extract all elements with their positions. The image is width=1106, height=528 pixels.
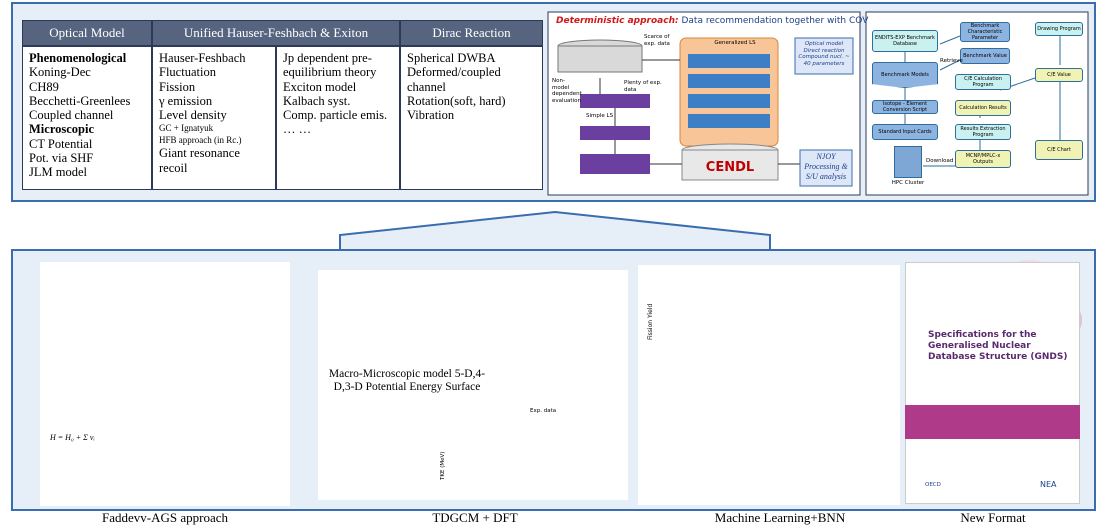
title-rest: Data recommendation together with COV (681, 16, 868, 26)
table-line: CH89 (29, 80, 145, 94)
faddeev-panel (40, 262, 290, 506)
ml-panel (638, 265, 900, 505)
node: C/E Value (1035, 68, 1083, 82)
axis-label: TKE (MeV) (440, 440, 454, 480)
node: Drawing Program (1035, 22, 1083, 36)
column-header: Unified Hauser-Feshbach & Exiton (152, 20, 400, 46)
table-line: Phenomenological (29, 51, 145, 65)
node-label: HPC Cluster (880, 180, 936, 187)
formula: H = H₀ + Σ vᵢ (50, 432, 170, 444)
node: Calculation Results (955, 100, 1011, 116)
node: Standard Input Cards (872, 124, 938, 140)
table-line: Level density (159, 108, 269, 122)
njoy-label: NJOY Processing & S/U analysis (800, 152, 852, 182)
table-line: Giant resonance (159, 146, 269, 160)
node: MCNP/MPLC-x Outputs (955, 150, 1011, 168)
gnds-band (905, 405, 1080, 439)
table-line: GC + Ignatyuk (159, 122, 269, 134)
logo: OECD (925, 482, 965, 489)
table-line: Fission (159, 80, 269, 94)
axis-label: Fission Yield (648, 280, 662, 340)
table-line: Pot. via SHF (29, 151, 145, 165)
table-line: HFB approach (in Rc.) (159, 134, 269, 146)
hpc-icon (894, 146, 922, 178)
table-line: Hauser-Feshbach (159, 51, 269, 65)
label: Plenty of exp. data (624, 80, 664, 93)
table-line: Kalbach syst. (283, 94, 393, 108)
table-line: Vibration (407, 108, 536, 122)
ls-step (688, 94, 770, 108)
table-line: recoil (159, 161, 269, 175)
node: ENDITS-EXP Benchmark Database (872, 30, 938, 52)
node: Results Extraction Program (955, 124, 1011, 140)
cendl-label: CENDL (682, 160, 778, 175)
label: Non-model dependent evaluation (552, 78, 582, 104)
table-line: Spherical DWBA (407, 51, 536, 65)
panel-title: Deterministic approach: Data recommendat… (556, 16, 856, 26)
gnds-cover (905, 262, 1080, 504)
ls-step (688, 74, 770, 88)
node: Benchmark Models (872, 62, 938, 88)
page: Optical Model Unified Hauser-Feshbach & … (0, 0, 1106, 528)
table-line: Becchetti-Greenlees (29, 94, 145, 108)
label: Scarce of exp. data (644, 34, 680, 47)
ls-step (688, 54, 770, 68)
table-line: γ emission (159, 94, 269, 108)
table-line: Jp dependent pre-equilibrium theory (283, 51, 393, 80)
pes-caption: Macro-Microscopic model 5-D,4-D,3-D Pote… (322, 368, 492, 394)
table-line: Coupled channel (29, 108, 145, 122)
logo: NEA (1040, 482, 1070, 489)
table-line: Microscopic (29, 122, 145, 136)
caption: TDGCM + DFT (375, 510, 575, 526)
column-header: Optical Model (22, 20, 152, 46)
column-header: Dirac Reaction (400, 20, 543, 46)
node: Benchmark Value (960, 48, 1010, 64)
table-line: Fluctuation (159, 65, 269, 79)
edge-label: Download (926, 158, 956, 165)
table-line: Koning-Dec (29, 65, 145, 79)
table-line: CT Potential (29, 137, 145, 151)
table-line: Exciton model (283, 80, 393, 94)
edge-label: Retrieve (940, 58, 964, 65)
database-body (558, 46, 642, 72)
label: Simple LS (586, 113, 626, 120)
legend-label: Exp. data (530, 408, 570, 415)
ls-step (688, 114, 770, 128)
gnds-title: Specifications for the Generalised Nucle… (928, 330, 1076, 363)
node: Isotope - Element Conversion Script (872, 100, 938, 114)
table-line: Deformed/coupled channel (407, 65, 536, 94)
caption: Faddevv-AGS approach (65, 510, 265, 526)
node: C/E Calculation Program (955, 74, 1011, 90)
simple-ls-step (580, 154, 650, 174)
label: Generalized LS (700, 40, 770, 47)
table-line: … … (283, 122, 393, 136)
title-emphasis: Deterministic approach: (556, 16, 679, 26)
node: C/E Chart (1035, 140, 1083, 160)
table-line: Comp. particle emis. (283, 108, 393, 122)
caption: Machine Learning+BNN (680, 510, 880, 526)
caption: New Format (893, 510, 1093, 526)
simple-ls-step (580, 94, 650, 108)
table-line: Rotation(soft, hard) (407, 94, 536, 108)
table-line: JLM model (29, 165, 145, 179)
funnel (12, 212, 1095, 252)
node: Benchmark Characteristic Parameter (960, 22, 1010, 42)
label: Optical model Direct reaction Compound n… (797, 41, 851, 67)
simple-ls-step (580, 126, 650, 140)
